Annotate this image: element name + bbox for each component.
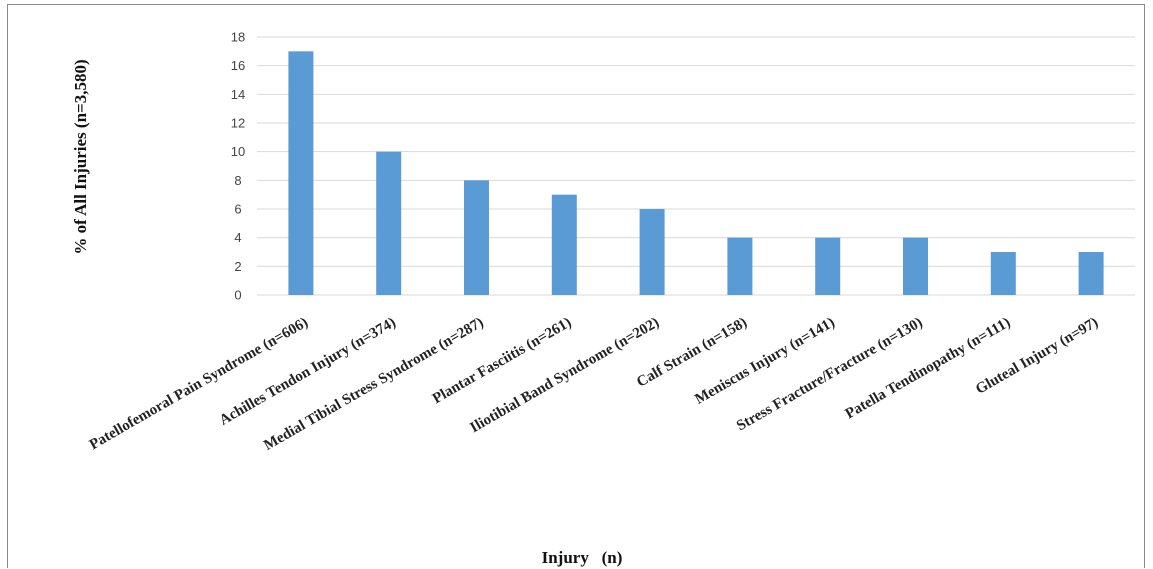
y-tick-label: 4 (234, 230, 241, 245)
y-tick-label: 18 (231, 30, 245, 45)
x-axis-title: Injury (n) (542, 548, 623, 567)
y-tick-label: 12 (231, 116, 245, 131)
y-tick-label: 0 (234, 288, 241, 303)
y-tick-label: 14 (231, 87, 245, 102)
x-category-label: Meniscus Injury (n=141) (692, 315, 837, 408)
bars (288, 51, 1104, 296)
x-category-label: Plantar Fasciitis (n=261) (430, 315, 574, 408)
x-category-label: Patella Tendinopathy (n=111) (843, 315, 1014, 423)
x-category-label: Achilles Tendon Injury (n=374) (217, 315, 399, 429)
bar (903, 237, 928, 295)
gridlines (257, 36, 1135, 296)
bar (990, 252, 1016, 295)
y-tick-label: 16 (231, 58, 245, 73)
y-tick-label: 2 (234, 259, 241, 274)
bar (639, 209, 665, 295)
bar (727, 237, 753, 295)
chart-frame: 0 2 4 6 8 10 12 14 16 18 Patellofemoral Pain Synd… (7, 4, 1145, 568)
y-tick-label: 6 (234, 202, 241, 217)
y-axis-title: % of All Injuries (n=3,580) (71, 59, 90, 254)
bar (288, 51, 314, 296)
bar (464, 180, 489, 295)
y-axis-ticks: 0 2 4 6 8 10 12 14 16 18 (231, 30, 245, 303)
x-axis-category-labels: Patellofemoral Pain Syndrome (n=606)Achi… (87, 315, 1101, 454)
bar (551, 194, 577, 295)
bar (376, 151, 402, 295)
bar-chart: 0 2 4 6 8 10 12 14 16 18 Patellofemoral Pain Synd… (71, 30, 1135, 567)
y-tick-label: 10 (231, 144, 245, 159)
bar (1078, 252, 1104, 295)
y-tick-label: 8 (234, 173, 241, 188)
bar (815, 237, 841, 295)
